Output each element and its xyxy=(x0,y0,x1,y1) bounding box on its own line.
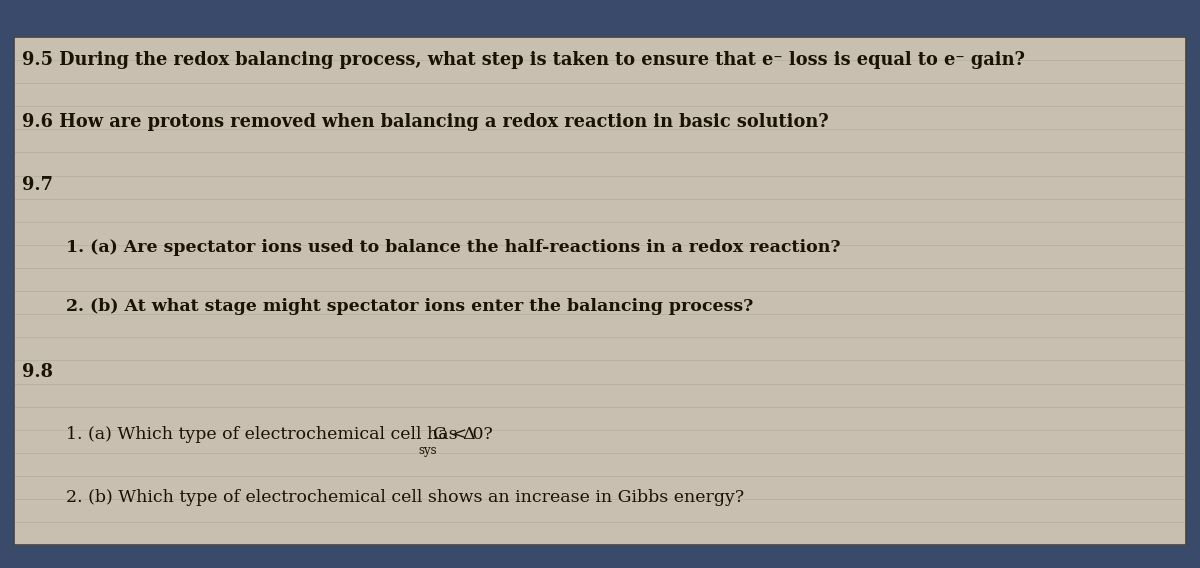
Text: 9.8: 9.8 xyxy=(22,363,53,381)
Text: G < 0?: G < 0? xyxy=(433,426,493,443)
Bar xyxy=(14,37,1186,545)
Text: 9.5 During the redox balancing process, what step is taken to ensure that e⁻ los: 9.5 During the redox balancing process, … xyxy=(22,51,1025,69)
Text: 9.6 How are protons removed when balancing a redox reaction in basic solution?: 9.6 How are protons removed when balanci… xyxy=(22,113,828,131)
Text: 9.7: 9.7 xyxy=(22,176,53,194)
Text: 1. (a) Which type of electrochemical cell has Δ: 1. (a) Which type of electrochemical cel… xyxy=(66,426,475,443)
Text: 2. (b) At what stage might spectator ions enter the balancing process?: 2. (b) At what stage might spectator ion… xyxy=(66,298,754,315)
Bar xyxy=(14,37,1186,545)
Text: 1. (a) Are spectator ions used to balance the half-reactions in a redox reaction: 1. (a) Are spectator ions used to balanc… xyxy=(66,239,840,256)
Text: sys: sys xyxy=(419,444,437,457)
Text: 2. (b) Which type of electrochemical cell shows an increase in Gibbs energy?: 2. (b) Which type of electrochemical cel… xyxy=(66,488,744,506)
